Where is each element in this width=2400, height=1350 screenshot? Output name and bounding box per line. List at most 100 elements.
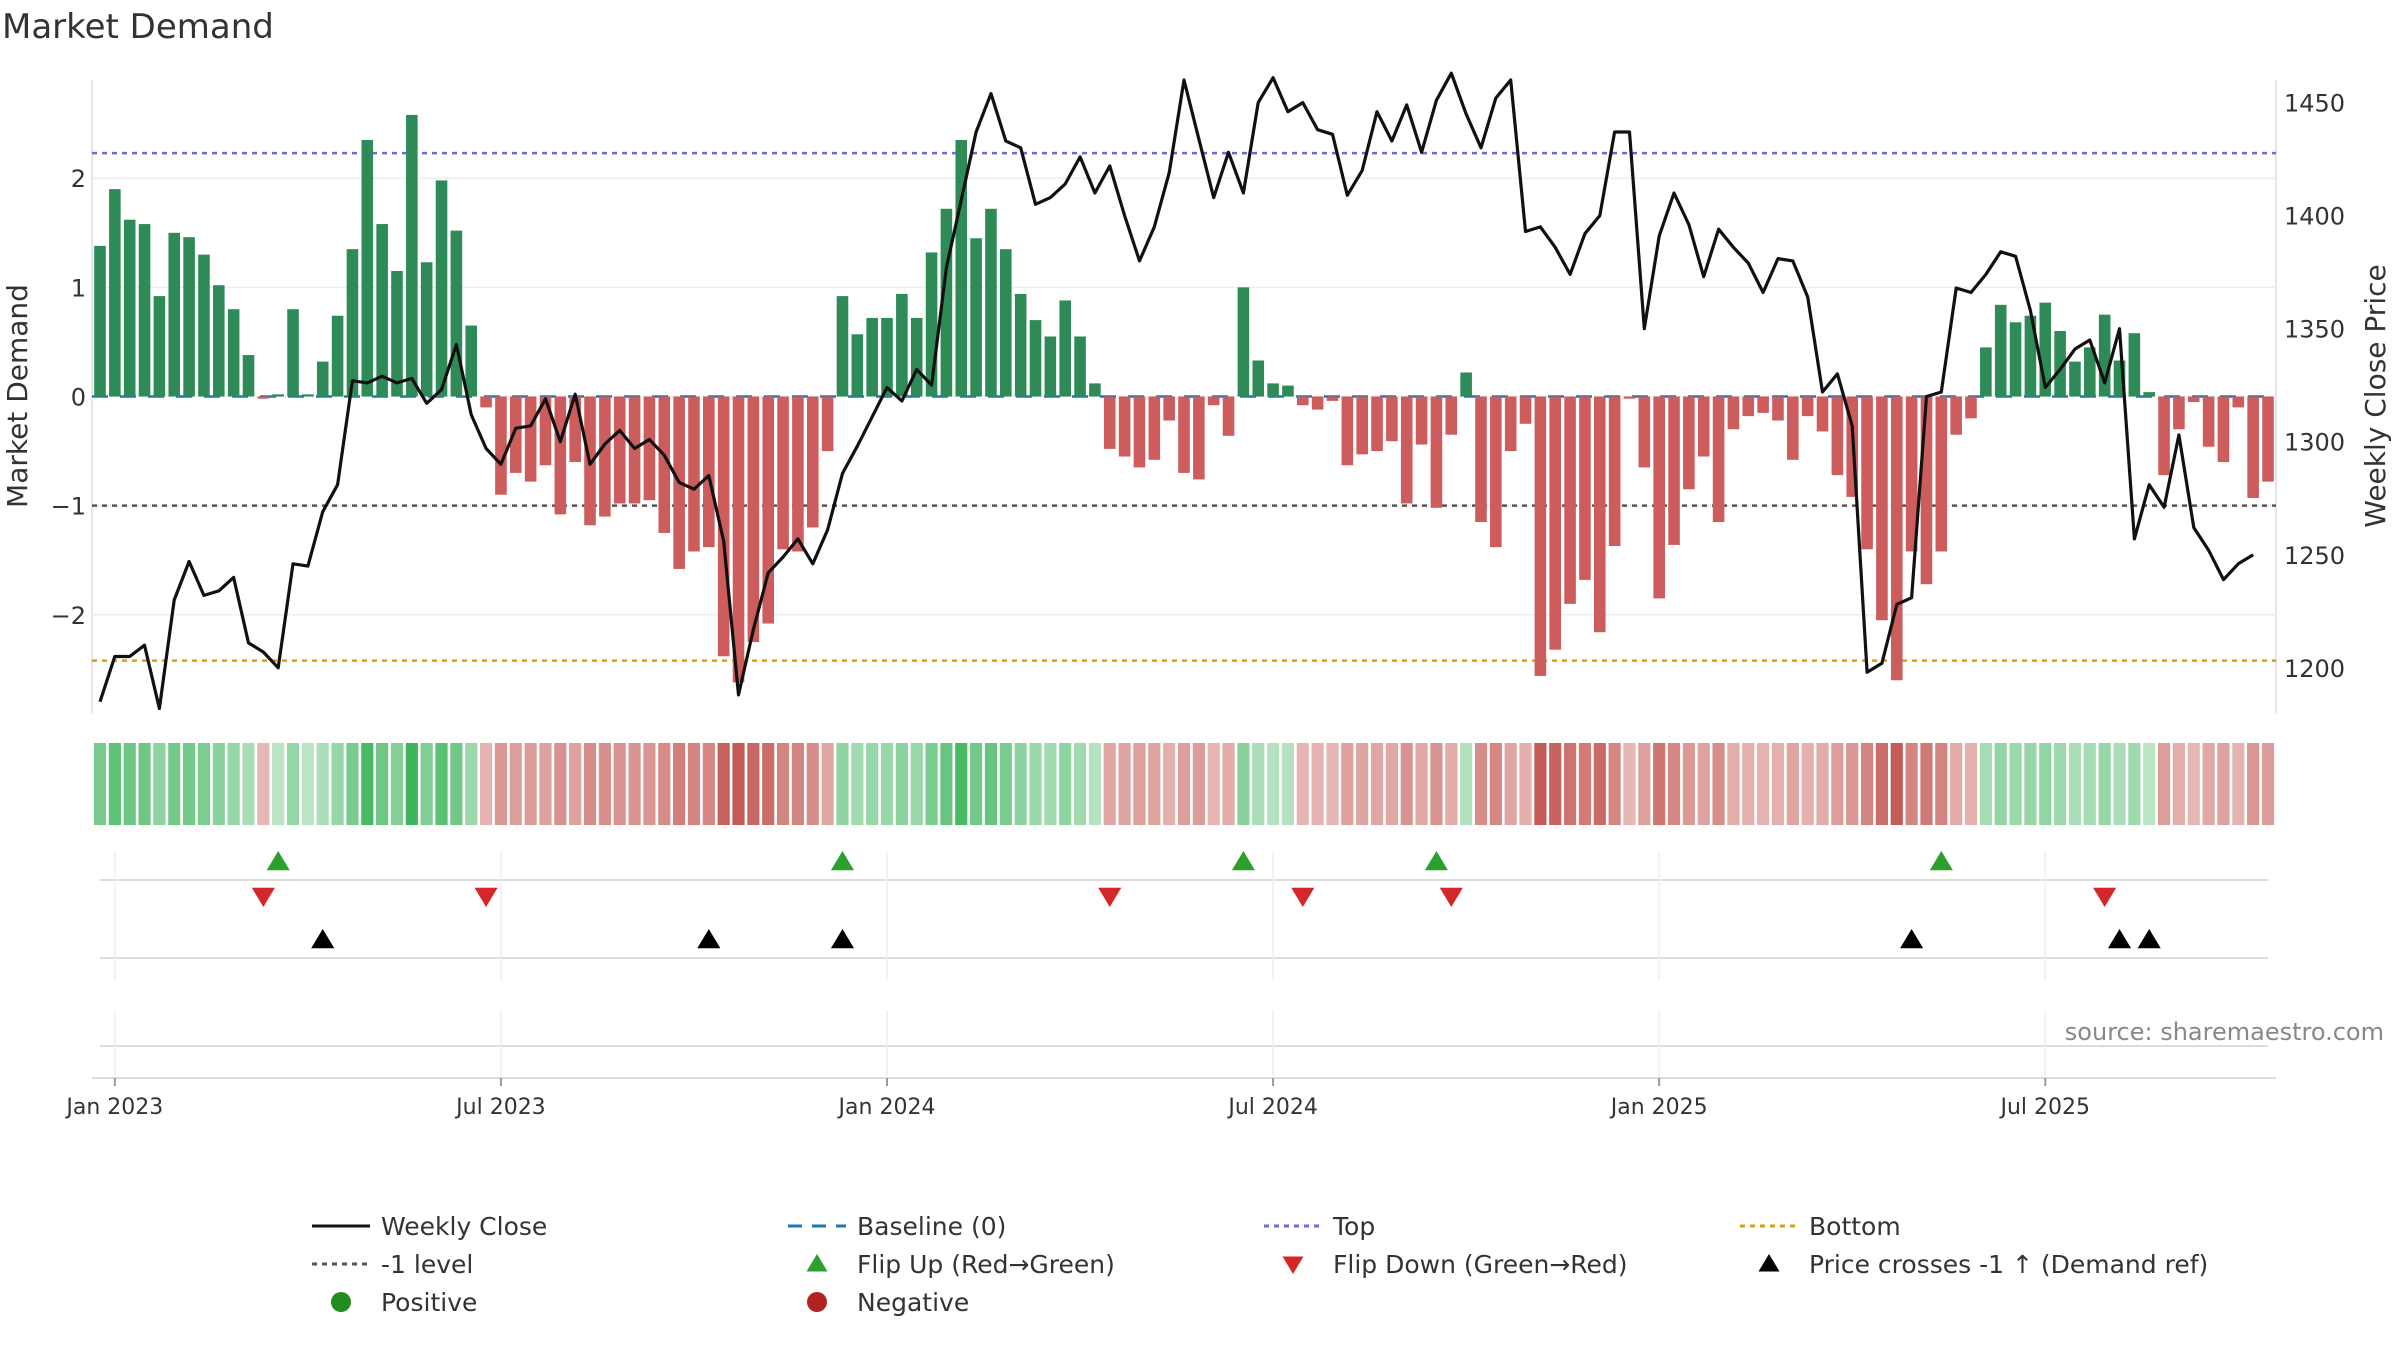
demand-bar xyxy=(2158,396,2170,476)
heat-cell xyxy=(1029,743,1042,825)
demand-bar xyxy=(2069,361,2081,397)
demand-bar xyxy=(1475,396,1487,523)
legend-label: Positive xyxy=(381,1288,477,1317)
demand-bar xyxy=(896,293,908,397)
heat-cell xyxy=(2187,743,2200,825)
signal-panel-vgrid xyxy=(114,852,2047,1078)
demand-bar xyxy=(613,396,626,504)
heat-cell xyxy=(1771,743,1785,825)
heat-cell xyxy=(2113,743,2126,825)
demand-bar xyxy=(361,140,374,397)
demand-bar xyxy=(1905,396,1918,552)
demand-bar xyxy=(1074,336,1086,397)
heat-cell xyxy=(1430,743,1443,825)
heat-cell xyxy=(1712,743,1725,825)
heat-cell xyxy=(2009,743,2022,825)
heat-cell xyxy=(1370,743,1384,825)
demand-bar xyxy=(1430,396,1443,508)
heat-cell xyxy=(1950,743,1963,825)
y-axis-label: Market Demand xyxy=(1,284,34,508)
heat-cell xyxy=(643,743,656,825)
demand-bar xyxy=(1831,396,1844,476)
heat-cell xyxy=(1059,743,1072,825)
heat-cell xyxy=(1311,743,1324,825)
x-tick-label: Jan 2025 xyxy=(1609,1095,1708,1120)
flip-down-marker xyxy=(474,887,498,907)
y2-tick-label: 1400 xyxy=(2284,203,2345,231)
demand-bar xyxy=(1697,396,1710,457)
heat-cell xyxy=(2247,743,2260,825)
demand-bar xyxy=(792,396,804,552)
demand-bar xyxy=(465,325,478,397)
demand-bar xyxy=(287,309,299,397)
demand-bar xyxy=(2202,396,2215,447)
heat-cell xyxy=(673,743,686,825)
demand-bar xyxy=(1178,396,1190,473)
demand-bar xyxy=(1638,396,1651,468)
demand-bar xyxy=(495,396,507,495)
legend-item: Positive xyxy=(331,1288,477,1317)
heat-cell xyxy=(1727,743,1740,825)
price-cross-marker xyxy=(2107,929,2132,949)
heat-cell xyxy=(628,743,641,825)
heat-cell xyxy=(1088,743,1101,825)
y2-tick-label: 1300 xyxy=(2284,429,2345,457)
demand-bar xyxy=(2113,360,2126,397)
legend: Weekly Close Baseline (0) Top Bottom -1 leve… xyxy=(312,1212,2208,1317)
demand-bar xyxy=(1118,396,1131,457)
demand-bar xyxy=(1267,383,1279,397)
demand-bar xyxy=(1504,396,1517,452)
heat-cell xyxy=(1133,743,1146,825)
demand-bar xyxy=(688,396,700,552)
heat-cell xyxy=(1623,743,1636,825)
demand-bar xyxy=(1089,383,1101,397)
price-cross-marker xyxy=(1900,929,1924,949)
heat-cell xyxy=(316,743,329,825)
heat-cell xyxy=(1757,743,1770,825)
heat-cell xyxy=(257,743,270,825)
demand-bar xyxy=(1994,304,2007,397)
heat-cell xyxy=(2128,743,2141,825)
heat-cell xyxy=(776,743,790,825)
legend-item: Weekly Close xyxy=(312,1212,547,1241)
heat-cell xyxy=(1207,743,1220,825)
heat-cell xyxy=(2157,743,2171,825)
demand-bar xyxy=(1282,385,1294,397)
demand-bar xyxy=(1712,396,1725,523)
demand-bar xyxy=(1593,396,1606,633)
demand-bar xyxy=(1207,396,1220,406)
demand-bar xyxy=(1163,396,1175,421)
demand-bar xyxy=(109,189,121,397)
legend-label: Top xyxy=(1332,1212,1375,1241)
legend-item: Flip Down (Green→Red) xyxy=(1282,1250,1628,1279)
heat-cell xyxy=(1267,743,1280,825)
demand-bar xyxy=(2084,347,2096,397)
demand-bar xyxy=(1297,396,1309,406)
y-tick-label: 1 xyxy=(71,274,86,302)
heat-cell xyxy=(791,743,805,825)
demand-bar xyxy=(1549,396,1562,650)
demand-bar xyxy=(1311,396,1324,410)
heat-cell xyxy=(2024,743,2037,825)
demand-bars xyxy=(94,114,2274,683)
demand-bar xyxy=(2039,302,2052,397)
demand-bar xyxy=(2143,392,2155,397)
heat-cell xyxy=(554,743,567,825)
x-tick-label: Jul 2023 xyxy=(454,1095,546,1120)
heat-cell xyxy=(390,743,404,825)
demand-bar xyxy=(732,396,745,683)
heat-cell xyxy=(1192,743,1205,825)
flip-down-marker xyxy=(1439,887,1463,907)
demand-bar xyxy=(1668,396,1680,545)
heat-cell xyxy=(880,743,894,825)
heat-cell xyxy=(895,743,908,825)
demand-bar xyxy=(910,317,923,397)
demand-bar xyxy=(539,396,552,466)
legend-label: -1 level xyxy=(381,1250,473,1279)
demand-bar xyxy=(406,114,418,397)
demand-bar xyxy=(1490,396,1502,548)
flip-down-marker xyxy=(251,887,275,907)
heat-cell xyxy=(1979,743,1992,825)
demand-bar xyxy=(985,208,997,397)
y-tick-label: −2 xyxy=(51,602,86,630)
